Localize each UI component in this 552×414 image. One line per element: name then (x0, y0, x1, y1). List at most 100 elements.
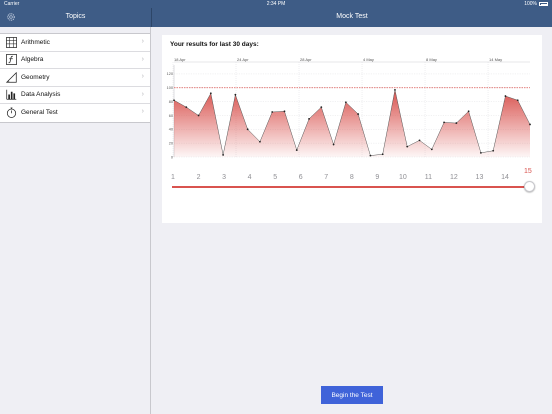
mock-test-title: Mock Test (336, 13, 368, 20)
carrier-label: Carrier (4, 1, 20, 7)
results-area (174, 89, 530, 157)
y-tick-label: 80 (169, 100, 173, 104)
slider-tick-label: 2 (196, 174, 201, 181)
slider-tick-labels: 1 2 3 4 5 6 7 8 9 10 11 12 13 14 (162, 174, 542, 184)
y-tick-label: 120 (167, 72, 173, 76)
date-tick-label: 18 Apr (174, 57, 186, 62)
days-slider-thumb[interactable] (524, 181, 535, 192)
data-point (259, 140, 261, 143)
results-card: Your results for last 30 days: 18 Apr 24 … (162, 35, 542, 223)
navigation-bar: Topics Mock Test (0, 8, 552, 27)
slider-tick-label: 10 (398, 174, 407, 181)
nav-divider (151, 8, 152, 27)
data-point (295, 149, 298, 151)
date-tick-label: 4 May (363, 57, 374, 62)
data-point (357, 113, 360, 115)
data-point (406, 145, 409, 148)
y-tick-label: 0 (171, 155, 173, 159)
topics-sidebar: Arithmetic › Algebra › Geometry › (0, 27, 151, 414)
data-point (283, 110, 286, 113)
slider-tick-label: 3 (222, 174, 227, 181)
sidebar-item-general-test[interactable]: General Test › (0, 104, 150, 122)
data-point (185, 106, 188, 109)
results-title: Your results for last 30 days: (170, 41, 259, 48)
data-point (222, 154, 225, 156)
data-point (418, 139, 421, 142)
data-point (234, 93, 237, 96)
slider-tick-label: 11 (424, 174, 433, 181)
data-point (369, 154, 372, 157)
y-tick-label: 40 (169, 128, 173, 132)
function-icon (6, 54, 17, 66)
slider-tick-label: 14 (501, 174, 509, 181)
slider-tick-label: 13 (475, 174, 484, 181)
slider-tick-label: 7 (324, 174, 329, 181)
status-bar: Carrier 2:34 PM 100% (0, 0, 552, 8)
status-time: 2:34 PM (266, 1, 286, 7)
data-point (504, 95, 507, 97)
data-point (479, 151, 482, 154)
sidebar-item-label: Geometry (21, 73, 50, 81)
gear-icon[interactable] (6, 12, 16, 22)
date-tick-label: 8 May (426, 57, 437, 62)
stopwatch-icon (6, 107, 17, 119)
sidebar-item-label: Data Analysis (21, 91, 61, 99)
data-point (332, 143, 335, 146)
sidebar-item-label: Algebra (21, 56, 44, 64)
topic-list: Arithmetic › Algebra › Geometry › (0, 33, 150, 123)
triangle-icon (6, 71, 17, 83)
mock-test-panel: Your results for last 30 days: 18 Apr 24 … (152, 27, 552, 414)
chevron-right-icon: › (141, 73, 144, 80)
sidebar-item-data-analysis[interactable]: Data Analysis › (0, 87, 150, 104)
slider-tick-label: 5 (273, 174, 278, 181)
sidebar-item-label: General Test (21, 109, 58, 117)
results-line (173, 89, 531, 156)
sidebar-item-algebra[interactable]: Algebra › (0, 52, 150, 69)
battery-icon (539, 2, 548, 6)
data-point (529, 123, 531, 126)
slider-tick-label: 1 (171, 174, 175, 181)
date-tick-label: 14 May (489, 57, 502, 62)
calculator-icon (6, 36, 17, 48)
slider-max-label: 15 (524, 168, 532, 175)
data-point (394, 88, 396, 91)
sidebar-item-arithmetic[interactable]: Arithmetic › (0, 34, 150, 52)
results-chart: 18 Apr 24 Apr 28 Apr 4 May 8 May 14 May 0 20 40 6… (167, 57, 531, 159)
slider-tick-label: 4 (247, 174, 252, 181)
chevron-right-icon: › (141, 38, 144, 45)
days-slider-track[interactable] (172, 186, 529, 188)
chevron-right-icon: › (141, 108, 144, 115)
date-tick-label: 24 Apr (237, 57, 249, 62)
data-point (443, 121, 445, 124)
slider-tick-label: 6 (298, 174, 303, 181)
data-point (430, 148, 433, 151)
bar-chart-icon (6, 89, 17, 100)
data-point (381, 153, 384, 156)
data-point (197, 114, 200, 117)
data-point (344, 101, 347, 104)
begin-test-button[interactable]: Begin the Test (321, 386, 383, 404)
y-tick-label: 20 (169, 141, 173, 145)
date-tick-label: 28 Apr (300, 57, 312, 62)
sidebar-item-geometry[interactable]: Geometry › (0, 69, 150, 87)
slider-tick-label: 9 (375, 174, 380, 181)
data-point (173, 99, 175, 102)
slider-tick-label: 8 (349, 174, 354, 181)
data-point (492, 149, 495, 152)
battery-percent: 100% (524, 1, 537, 7)
data-point (320, 106, 323, 109)
data-point (209, 92, 212, 95)
data-point (308, 118, 310, 120)
data-point (455, 122, 458, 124)
topics-title: Topics (65, 13, 86, 20)
battery-indicator: 100% (524, 1, 548, 7)
y-tick-label: 100 (167, 86, 173, 90)
data-point (246, 128, 249, 131)
data-point (271, 111, 274, 113)
sidebar-item-label: Arithmetic (21, 38, 50, 46)
chevron-right-icon: › (141, 90, 144, 98)
slider-tick-label: 12 (450, 174, 458, 181)
data-point (516, 99, 519, 102)
y-tick-label: 60 (169, 114, 173, 118)
chevron-right-icon: › (141, 55, 144, 63)
